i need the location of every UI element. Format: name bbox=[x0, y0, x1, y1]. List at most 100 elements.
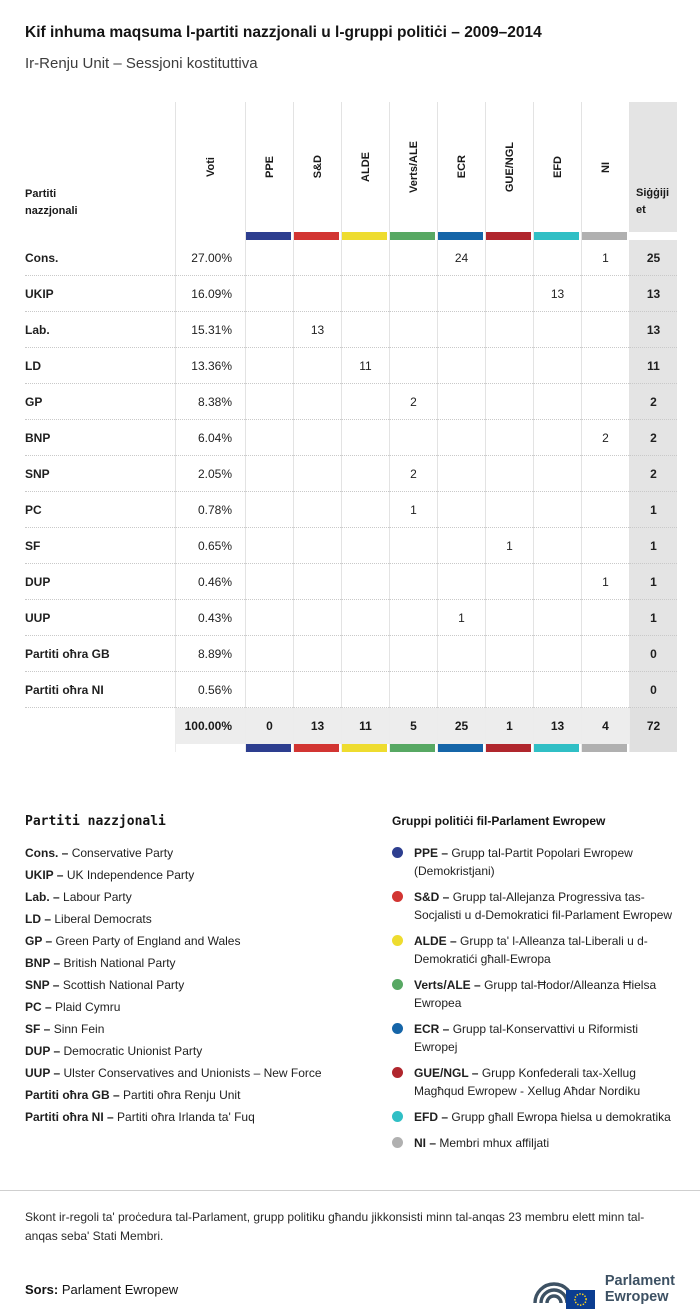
seats-cell-NI bbox=[581, 456, 629, 492]
source-line: Sors: Parlament Ewropew bbox=[25, 1282, 178, 1297]
legend-party-name: Labour Party bbox=[63, 890, 132, 904]
ep-logo-icon bbox=[533, 1282, 595, 1309]
seats-cell-PPE bbox=[245, 384, 293, 420]
seats-total-cell: 13 bbox=[629, 276, 677, 312]
total-group-GUENGL-value: 1 bbox=[486, 708, 533, 744]
legend-group-item: ALDE – Grupp ta' l-Alleanza tal-Liberali… bbox=[392, 932, 675, 968]
seats-cell-ALDE bbox=[341, 636, 389, 672]
party-name-cell: Cons. bbox=[25, 240, 175, 276]
source-label: Sors: bbox=[25, 1281, 59, 1297]
legend-party-item: Cons. – Conservative Party bbox=[25, 842, 375, 864]
legend-party-abbr-text: SF bbox=[25, 1022, 41, 1036]
seats-cell-GUENGL bbox=[485, 420, 533, 456]
legend-party-abbr-text: DUP bbox=[25, 1044, 51, 1058]
votes-cell: 16.09% bbox=[175, 276, 245, 312]
seats-cell-ECR bbox=[437, 456, 485, 492]
party-name-cell: Lab. bbox=[25, 312, 175, 348]
legend-party-abbr: Lab. – bbox=[25, 890, 60, 904]
legend-party-abbr: SF – bbox=[25, 1022, 51, 1036]
seats-cell-SD bbox=[293, 420, 341, 456]
legend-groups-title: Gruppi politiċi fil-Parlament Ewropew bbox=[392, 814, 606, 828]
seats-cell-NI bbox=[581, 348, 629, 384]
group-label: EFD bbox=[551, 156, 564, 178]
legend-party-name: British National Party bbox=[63, 956, 176, 970]
seats-cell-VertsALE: 1 bbox=[389, 492, 437, 528]
group-color-bar bbox=[246, 232, 291, 240]
seats-cell-EFD bbox=[533, 528, 581, 564]
eu-flag-icon bbox=[565, 1290, 595, 1309]
seats-cell-ALDE bbox=[341, 420, 389, 456]
group-color-bar bbox=[342, 232, 387, 240]
logo-line2: Ewropew bbox=[604, 1289, 669, 1305]
group-color-dot bbox=[392, 1067, 403, 1078]
legend-group-item: S&D – Grupp tal-Allejanza Progressiva ta… bbox=[392, 888, 675, 924]
legend-group-item: NI – Membri mhux affiljati bbox=[392, 1134, 675, 1152]
legend-party-abbr: Cons. – bbox=[25, 846, 69, 860]
col-header-group-NI: NI bbox=[581, 102, 629, 240]
legend-group-desc: Grupp Konfederali tax-Xellug Magħqud Ewr… bbox=[414, 1066, 641, 1098]
legend-group-text: S&D – Grupp tal-Allejanza Progressiva ta… bbox=[414, 888, 675, 924]
legend-group-item: ECR – Grupp tal-Konservattivi u Riformis… bbox=[392, 1020, 675, 1056]
total-color-bar bbox=[438, 744, 483, 752]
seats-cell-PPE bbox=[245, 528, 293, 564]
seats-cell-PPE bbox=[245, 672, 293, 708]
total-color-bar bbox=[294, 744, 339, 752]
total-group-VertsALE: 5 bbox=[389, 708, 437, 752]
seats-total-cell: 1 bbox=[629, 600, 677, 636]
votes-cell: 15.31% bbox=[175, 312, 245, 348]
legend-party-name: Partiti oħra Irlanda ta' Fuq bbox=[117, 1110, 255, 1124]
legend-group-abbr-text: ALDE bbox=[414, 934, 447, 948]
votes-cell: 13.36% bbox=[175, 348, 245, 384]
seats-cell-EFD bbox=[533, 456, 581, 492]
party-name-cell: UUP bbox=[25, 600, 175, 636]
seats-cell-GUENGL bbox=[485, 312, 533, 348]
legend-group-text: GUE/NGL – Grupp Konfederali tax-Xellug M… bbox=[414, 1064, 675, 1100]
seats-cell-ALDE bbox=[341, 528, 389, 564]
votes-cell: 8.38% bbox=[175, 384, 245, 420]
group-color-dot bbox=[392, 1137, 403, 1148]
total-seats: 72 bbox=[629, 708, 677, 752]
seats-cell-VertsALE bbox=[389, 564, 437, 600]
seats-cell-GUENGL bbox=[485, 492, 533, 528]
seats-cell-ALDE bbox=[341, 600, 389, 636]
legend-group-text: PPE – Grupp tal-Partit Popolari Ewropew … bbox=[414, 844, 675, 880]
total-color-bar bbox=[582, 744, 627, 752]
party-name-cell: Partiti oħra NI bbox=[25, 672, 175, 708]
seats-cell-ECR bbox=[437, 348, 485, 384]
logo-line1: Parlament bbox=[604, 1273, 675, 1289]
legend-group-item: PPE – Grupp tal-Partit Popolari Ewropew … bbox=[392, 844, 675, 880]
seats-cell-PPE bbox=[245, 636, 293, 672]
seats-cell-GUENGL bbox=[485, 672, 533, 708]
infographic: Kif inhuma maqsuma l-partiti nazzjonali … bbox=[25, 24, 677, 1152]
seats-cell-SD bbox=[293, 348, 341, 384]
seats-cell-EFD: 13 bbox=[533, 276, 581, 312]
legend-party-abbr: Partiti oħra GB – bbox=[25, 1088, 120, 1102]
legend-party-item: GP – Green Party of England and Wales bbox=[25, 930, 375, 952]
seats-cell-EFD bbox=[533, 492, 581, 528]
seats-cell-VertsALE bbox=[389, 240, 437, 276]
legend-party-abbr: BNP – bbox=[25, 956, 61, 970]
total-group-NI-value: 4 bbox=[582, 708, 629, 744]
legend-parties-title: Partiti nazzjonali bbox=[25, 814, 166, 829]
legend-group-desc: Grupp tal-Partit Popolari Ewropew (Demok… bbox=[414, 846, 633, 878]
total-color-bar bbox=[630, 744, 677, 752]
group-color-dot bbox=[392, 1111, 403, 1122]
votes-cell: 0.65% bbox=[175, 528, 245, 564]
legend-group-text: EFD – Grupp għall Ewropa ħielsa u demokr… bbox=[414, 1108, 671, 1126]
seats-cell-ECR bbox=[437, 528, 485, 564]
seats-cell-ALDE bbox=[341, 276, 389, 312]
seats-cell-ECR: 1 bbox=[437, 600, 485, 636]
seats-cell-VertsALE bbox=[389, 636, 437, 672]
seats-cell-SD bbox=[293, 564, 341, 600]
legend-party-item: Partiti oħra GB – Partiti oħra Renju Uni… bbox=[25, 1084, 375, 1106]
col-header-group-GUENGL: GUE/NGL bbox=[485, 102, 533, 240]
votes-cell: 0.46% bbox=[175, 564, 245, 600]
col-header-national-parties-label: Partiti nazzjonali bbox=[25, 187, 78, 217]
seats-cell-NI bbox=[581, 312, 629, 348]
legend-party-abbr-text: LD bbox=[25, 912, 41, 926]
party-name-cell: PC bbox=[25, 492, 175, 528]
total-group-PPE-value: 0 bbox=[246, 708, 293, 744]
seats-cell-EFD bbox=[533, 672, 581, 708]
legend-group-abbr-text: EFD bbox=[414, 1110, 438, 1124]
party-name-cell: GP bbox=[25, 384, 175, 420]
